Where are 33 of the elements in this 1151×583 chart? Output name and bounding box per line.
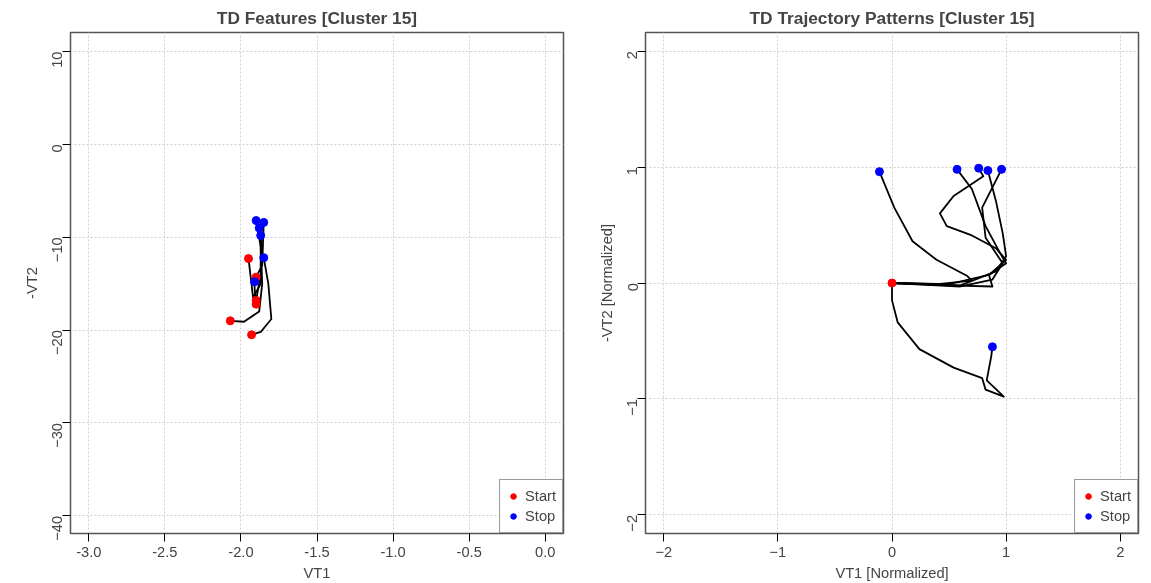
y-tick-label: −30 [49, 422, 66, 448]
y-tick-label: −1 [624, 398, 641, 416]
x-tick-label: 0 [887, 543, 897, 560]
legend-label: Stop [525, 508, 556, 524]
y-tick-label: 0 [49, 144, 66, 153]
y-tick-label: 10 [49, 51, 66, 68]
y-tick-label: −2 [624, 514, 641, 532]
x-tick-label: −2 [655, 543, 673, 560]
y-tick-label: 0 [624, 282, 641, 292]
chart-title: TD Features [Cluster 15] [216, 7, 418, 28]
legend-label: Start [525, 488, 556, 504]
y-tick-label: 1 [624, 167, 641, 176]
x-tick-label: -2.5 [152, 543, 178, 560]
y-tick-label: −10 [49, 237, 66, 263]
y-axis-title: -VT2 [23, 267, 40, 299]
x-tick-label: -3.0 [76, 543, 102, 560]
x-tick-label: -0.5 [456, 543, 482, 560]
y-axis-title: -VT2 [Normalized] [598, 223, 615, 343]
legend-label: Stop [1100, 508, 1131, 524]
y-tick-label: −20 [49, 330, 66, 355]
x-tick-label: -1.5 [304, 543, 330, 560]
y-tick-label: 2 [624, 51, 641, 60]
x-tick-label: −1 [769, 543, 787, 560]
x-tick-label: 2 [1116, 543, 1125, 560]
x-tick-label: -2.0 [228, 543, 254, 560]
x-axis-title: VT1 [303, 564, 331, 581]
x-tick-label: -1.0 [380, 543, 406, 560]
chart-title: TD Trajectory Patterns [Cluster 15] [749, 7, 1035, 28]
x-tick-label: 1 [1002, 543, 1011, 560]
x-tick-label: 0.0 [535, 543, 556, 560]
y-tick-label: −40 [49, 515, 66, 541]
legend-label: Start [1100, 488, 1131, 504]
x-axis-title: VT1 [Normalized] [835, 564, 949, 581]
